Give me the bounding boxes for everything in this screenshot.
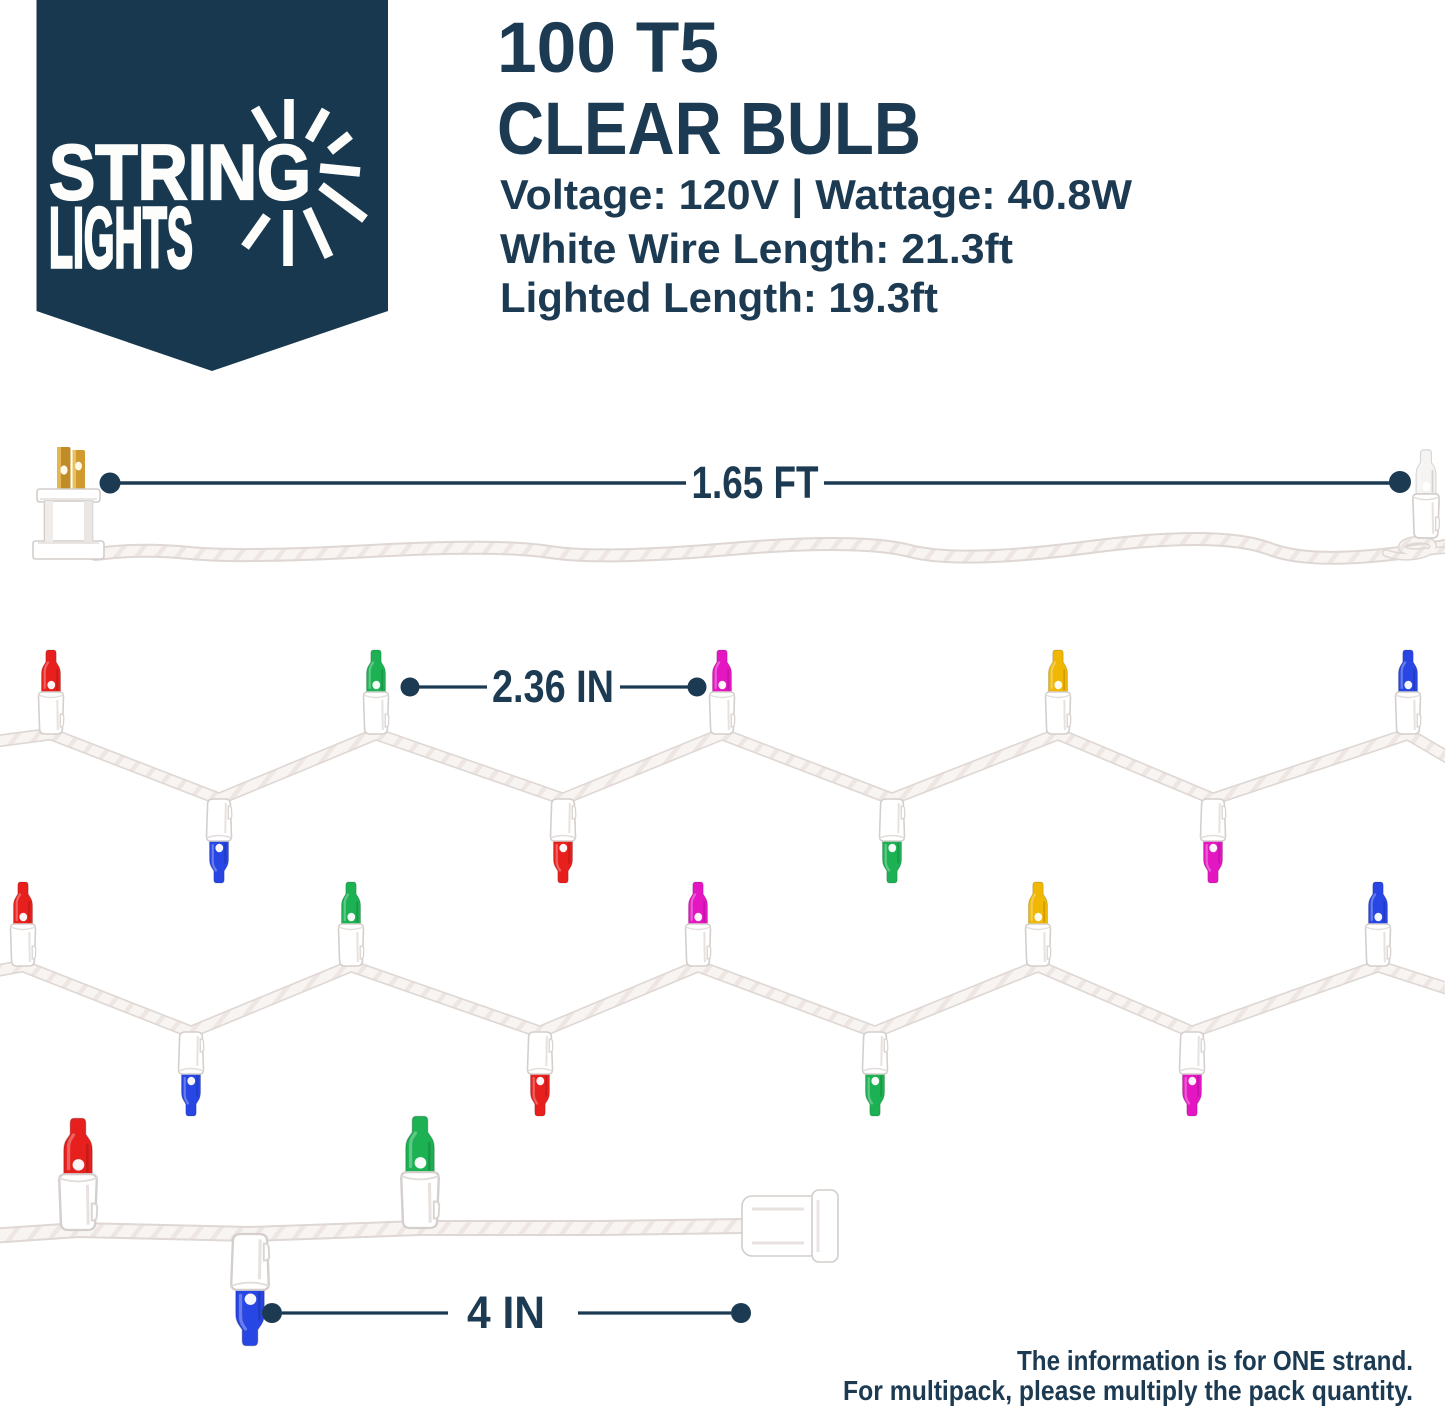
svg-text:4 IN: 4 IN (467, 1287, 545, 1338)
svg-text:Voltage: 120V | Wattage: 40.8W: Voltage: 120V | Wattage: 40.8W (500, 171, 1132, 219)
svg-text:100 T5: 100 T5 (497, 9, 719, 88)
svg-text:Lighted Length: 19.3ft: Lighted Length: 19.3ft (500, 274, 938, 321)
svg-text:LIGHTS: LIGHTS (49, 191, 193, 286)
svg-text:The information is for ONE str: The information is for ONE strand. (1017, 1345, 1413, 1376)
svg-text:CLEAR BULB: CLEAR BULB (497, 87, 921, 170)
svg-text:2.36 IN: 2.36 IN (492, 661, 614, 712)
svg-text:STRING: STRING (49, 128, 311, 216)
svg-text:1.65 FT: 1.65 FT (692, 457, 819, 508)
svg-text:For multipack, please multiply: For multipack, please multiply the pack … (843, 1375, 1413, 1406)
svg-text:White Wire Length: 21.3ft: White Wire Length: 21.3ft (500, 225, 1013, 272)
